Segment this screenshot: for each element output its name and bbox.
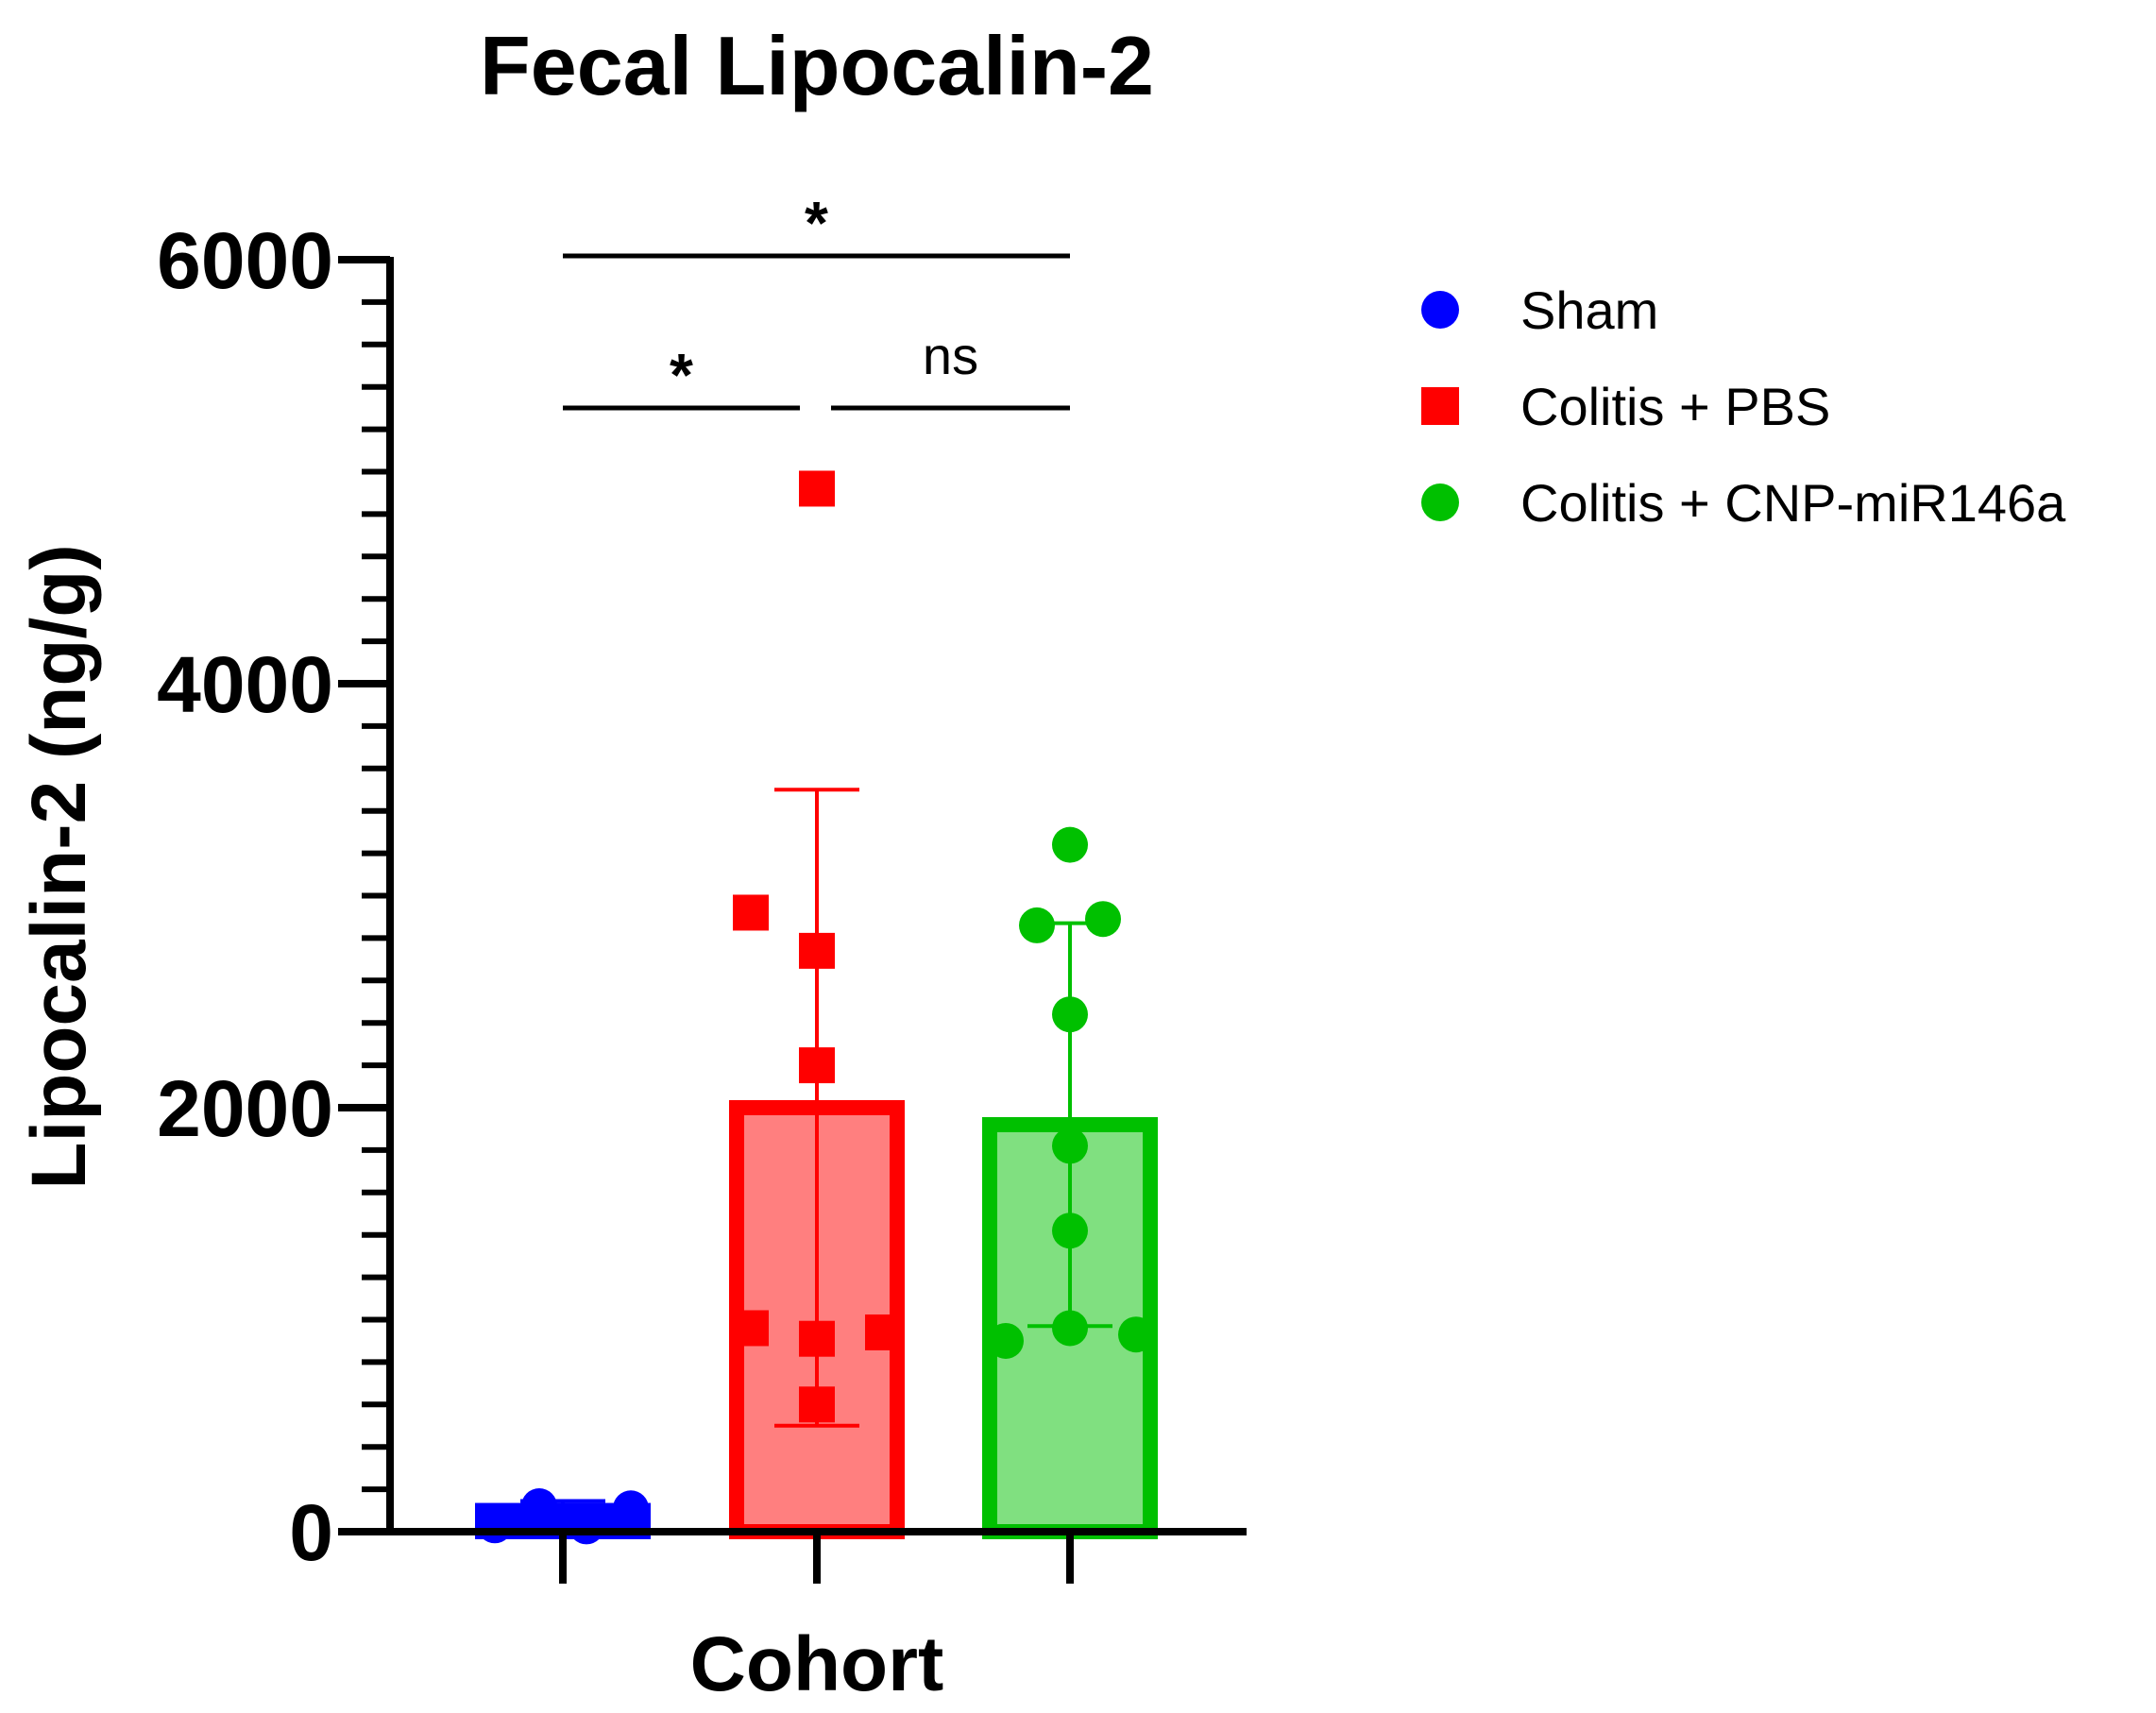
point-1-3 <box>799 1047 835 1084</box>
legend-marker-1 <box>1421 387 1459 425</box>
point-2-3 <box>1052 996 1088 1033</box>
point-1-5 <box>799 1320 835 1357</box>
point-2-1 <box>1019 907 1055 943</box>
point-1-1 <box>733 894 769 931</box>
sig-label-2: ns <box>923 326 978 385</box>
sig-label-0: * <box>805 189 828 257</box>
point-2-2 <box>1085 901 1121 938</box>
sig-label-1: * <box>670 341 693 409</box>
point-2-8 <box>1118 1316 1154 1353</box>
point-1-7 <box>799 1386 835 1423</box>
y-axis-label: Lipocalin-2 (ng/g) <box>16 544 102 1189</box>
point-0-0 <box>477 1507 513 1544</box>
chart-title: Fecal Lipocalin-2 <box>480 19 1154 112</box>
legend-label-1: Colitis + PBS <box>1520 377 1830 436</box>
point-2-7 <box>988 1322 1024 1359</box>
point-2-0 <box>1052 826 1088 863</box>
point-1-0 <box>799 470 835 507</box>
legend-label-2: Colitis + CNP-miR146a <box>1520 473 2066 533</box>
y-axis-ticks: 0 2000 4000 6000 <box>157 216 390 1577</box>
point-1-2 <box>799 932 835 969</box>
point-2-6 <box>1052 1310 1088 1347</box>
legend-marker-0 <box>1421 291 1459 329</box>
y-tick-label: 4000 <box>157 640 333 729</box>
point-1-6 <box>865 1314 901 1350</box>
significance-brackets: * * ns <box>563 189 1070 411</box>
legend-marker-2 <box>1421 483 1459 521</box>
point-1-4 <box>733 1310 769 1347</box>
legend: Sham Colitis + PBS Colitis + CNP-miR146a <box>1421 280 2066 533</box>
point-0-1 <box>521 1488 557 1525</box>
plot-area <box>386 257 1247 1584</box>
point-0-3 <box>613 1490 649 1527</box>
y-tick-label: 0 <box>289 1488 333 1577</box>
point-2-5 <box>1052 1213 1088 1249</box>
point-2-4 <box>1052 1128 1088 1164</box>
x-axis-label: Cohort <box>690 1621 944 1707</box>
y-tick-label: 2000 <box>157 1064 333 1153</box>
legend-label-0: Sham <box>1520 280 1658 340</box>
y-tick-label: 6000 <box>157 216 333 305</box>
point-0-2 <box>569 1508 604 1545</box>
